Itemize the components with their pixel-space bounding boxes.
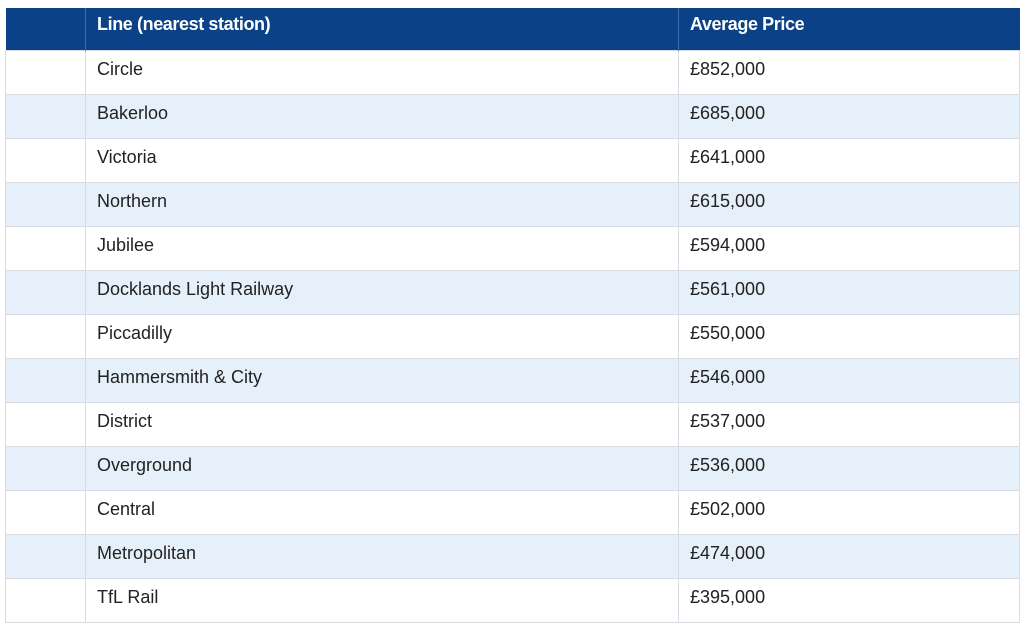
blank-cell (5, 577, 86, 623)
header-row: Line (nearest station) Average Price (5, 8, 1020, 50)
blank-cell (5, 533, 86, 579)
table-row: Hammersmith & City £546,000 (5, 357, 1020, 403)
line-cell: Bakerloo (85, 93, 679, 139)
price-cell: £641,000 (678, 137, 1020, 183)
line-cell: Docklands Light Railway (85, 269, 679, 315)
price-table: Line (nearest station) Average Price Cir… (5, 8, 1020, 623)
blank-cell (5, 181, 86, 227)
line-cell: Piccadilly (85, 313, 679, 359)
table-row: Metropolitan £474,000 (5, 533, 1020, 579)
header-blank (5, 8, 86, 50)
table-row: Central £502,000 (5, 489, 1020, 535)
line-cell: Central (85, 489, 679, 535)
line-cell: District (85, 401, 679, 447)
line-cell: Victoria (85, 137, 679, 183)
price-cell: £536,000 (678, 445, 1020, 491)
table-row: Bakerloo £685,000 (5, 93, 1020, 139)
blank-cell (5, 137, 86, 183)
price-cell: £594,000 (678, 225, 1020, 271)
table-container: Line (nearest station) Average Price Cir… (5, 8, 1020, 623)
table-row: District £537,000 (5, 401, 1020, 447)
table-row: Circle £852,000 (5, 49, 1020, 95)
blank-cell (5, 401, 86, 447)
table-row: Northern £615,000 (5, 181, 1020, 227)
table-header: Line (nearest station) Average Price (5, 8, 1020, 50)
blank-cell (5, 269, 86, 315)
table-row: TfL Rail £395,000 (5, 577, 1020, 623)
price-cell: £502,000 (678, 489, 1020, 535)
blank-cell (5, 445, 86, 491)
price-cell: £537,000 (678, 401, 1020, 447)
price-cell: £546,000 (678, 357, 1020, 403)
line-cell: Hammersmith & City (85, 357, 679, 403)
header-cell: Line (nearest station) (85, 8, 679, 50)
table-row: Overground £536,000 (5, 445, 1020, 491)
line-cell: Circle (85, 49, 679, 95)
line-cell: Jubilee (85, 225, 679, 271)
price-cell: £395,000 (678, 577, 1020, 623)
table-row: Docklands Light Railway £561,000 (5, 269, 1020, 315)
price-cell: £561,000 (678, 269, 1020, 315)
price-cell: £852,000 (678, 49, 1020, 95)
header-cell: Average Price (678, 8, 1020, 50)
price-cell: £685,000 (678, 93, 1020, 139)
blank-cell (5, 93, 86, 139)
blank-cell (5, 313, 86, 359)
table-row: Victoria £641,000 (5, 137, 1020, 183)
line-cell: Overground (85, 445, 679, 491)
blank-cell (5, 49, 86, 95)
price-cell: £550,000 (678, 313, 1020, 359)
blank-cell (5, 357, 86, 403)
table-body: Circle £852,000 Bakerloo £685,000 Victoria £6… (5, 49, 1020, 623)
table-row: Jubilee £594,000 (5, 225, 1020, 271)
line-cell: Metropolitan (85, 533, 679, 579)
price-cell: £474,000 (678, 533, 1020, 579)
table-row: Piccadilly £550,000 (5, 313, 1020, 359)
blank-cell (5, 489, 86, 535)
line-cell: Northern (85, 181, 679, 227)
line-cell: TfL Rail (85, 577, 679, 623)
blank-cell (5, 225, 86, 271)
price-cell: £615,000 (678, 181, 1020, 227)
